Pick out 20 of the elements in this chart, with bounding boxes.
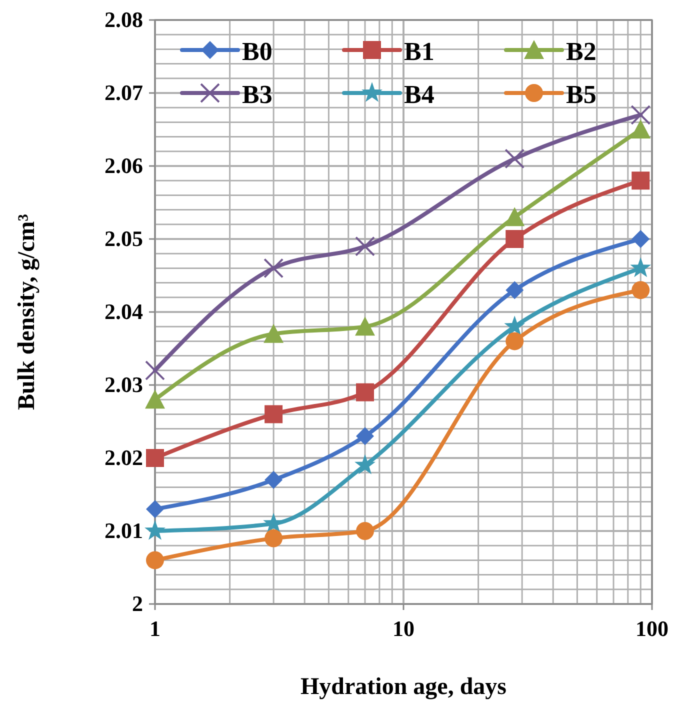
y-tick-label: 2.02 — [104, 445, 143, 470]
legend-label: B0 — [242, 37, 272, 66]
legend-label: B4 — [404, 80, 434, 109]
x-tick-label: 1 — [150, 616, 160, 641]
legend-label: B3 — [242, 80, 272, 109]
y-tick-label: 2.07 — [104, 80, 143, 105]
legend-label: B5 — [566, 80, 596, 109]
y-axis-title: Bulk density, g/cm³ — [14, 214, 40, 410]
y-tick-label: 2.03 — [104, 372, 143, 397]
x-axis-title: Hydration age, days — [300, 674, 507, 700]
y-tick-label: 2.04 — [104, 299, 143, 324]
y-tick-label: 2.05 — [104, 226, 143, 251]
y-tick-label: 2 — [132, 591, 143, 616]
y-tick-label: 2.01 — [104, 518, 143, 543]
legend-label: B1 — [404, 37, 434, 66]
legend-label: B2 — [566, 37, 596, 66]
y-tick-label: 2.08 — [104, 7, 143, 32]
y-tick-label: 2.06 — [104, 153, 143, 178]
x-tick-label: 100 — [636, 616, 668, 641]
x-tick-label: 10 — [392, 616, 414, 641]
